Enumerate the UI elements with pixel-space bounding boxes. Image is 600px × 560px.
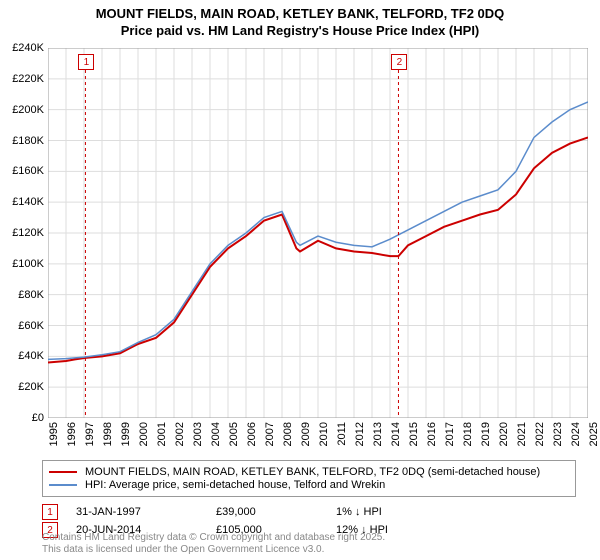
y-tick-label: £40K bbox=[18, 350, 44, 362]
y-tick-label: £80K bbox=[18, 289, 44, 301]
legend-swatch bbox=[49, 484, 77, 486]
y-tick-label: £100K bbox=[12, 258, 44, 270]
y-tick-label: £140K bbox=[12, 196, 44, 208]
marker-pct: 1% ↓ HPI bbox=[336, 506, 456, 518]
x-tick-label: 2004 bbox=[210, 422, 222, 446]
plot-area: 12 bbox=[48, 48, 588, 418]
marker-row: 1 31-JAN-1997£39,0001% ↓ HPI bbox=[42, 504, 562, 520]
legend-label: MOUNT FIELDS, MAIN ROAD, KETLEY BANK, TE… bbox=[85, 466, 540, 478]
y-tick-label: £200K bbox=[12, 104, 44, 116]
x-tick-label: 1999 bbox=[120, 422, 132, 446]
chart-title: MOUNT FIELDS, MAIN ROAD, KETLEY BANK, TE… bbox=[0, 0, 600, 40]
x-tick-label: 1998 bbox=[102, 422, 114, 446]
y-tick-label: £240K bbox=[12, 42, 44, 54]
y-tick-label: £220K bbox=[12, 73, 44, 85]
x-tick-label: 2024 bbox=[570, 422, 582, 446]
y-tick-label: £120K bbox=[12, 227, 44, 239]
x-tick-label: 2019 bbox=[480, 422, 492, 446]
footer-line-2: This data is licensed under the Open Gov… bbox=[42, 544, 385, 556]
x-axis: 1995 1996 1997 1998 1999 2000 2001 2002 2003 2004… bbox=[48, 420, 588, 460]
x-tick-label: 2023 bbox=[552, 422, 564, 446]
x-tick-label: 2014 bbox=[390, 422, 402, 446]
title-line-1: MOUNT FIELDS, MAIN ROAD, KETLEY BANK, TE… bbox=[0, 6, 600, 23]
x-tick-label: 2007 bbox=[264, 422, 276, 446]
chart-marker-2: 2 bbox=[391, 54, 407, 70]
legend-item: MOUNT FIELDS, MAIN ROAD, KETLEY BANK, TE… bbox=[49, 466, 569, 478]
footer: Contains HM Land Registry data © Crown c… bbox=[42, 532, 385, 556]
legend-item: HPI: Average price, semi-detached house,… bbox=[49, 479, 569, 491]
x-tick-label: 2011 bbox=[336, 422, 348, 446]
legend-label: HPI: Average price, semi-detached house,… bbox=[85, 479, 385, 491]
x-tick-label: 2006 bbox=[246, 422, 258, 446]
x-tick-label: 2010 bbox=[318, 422, 330, 446]
chart-container: MOUNT FIELDS, MAIN ROAD, KETLEY BANK, TE… bbox=[0, 0, 600, 560]
x-tick-label: 2016 bbox=[426, 422, 438, 446]
x-tick-label: 2022 bbox=[534, 422, 546, 446]
x-tick-label: 2001 bbox=[156, 422, 168, 446]
marker-date: 31-JAN-1997 bbox=[76, 506, 216, 518]
y-tick-label: £160K bbox=[12, 165, 44, 177]
x-tick-label: 2013 bbox=[372, 422, 384, 446]
x-tick-label: 2000 bbox=[138, 422, 150, 446]
chart-marker-1: 1 bbox=[78, 54, 94, 70]
x-tick-label: 2025 bbox=[588, 422, 600, 446]
marker-box: 1 bbox=[42, 504, 58, 520]
y-tick-label: £20K bbox=[18, 381, 44, 393]
x-tick-label: 1996 bbox=[66, 422, 78, 446]
x-tick-label: 2012 bbox=[354, 422, 366, 446]
x-tick-label: 2015 bbox=[408, 422, 420, 446]
x-tick-label: 2009 bbox=[300, 422, 312, 446]
marker-price: £39,000 bbox=[216, 506, 336, 518]
x-tick-label: 2005 bbox=[228, 422, 240, 446]
x-tick-label: 1995 bbox=[48, 422, 60, 446]
y-tick-label: £180K bbox=[12, 135, 44, 147]
y-tick-label: £60K bbox=[18, 320, 44, 332]
legend-swatch bbox=[49, 471, 77, 473]
legend: MOUNT FIELDS, MAIN ROAD, KETLEY BANK, TE… bbox=[42, 460, 576, 497]
x-tick-label: 2017 bbox=[444, 422, 456, 446]
x-tick-label: 2002 bbox=[174, 422, 186, 446]
x-tick-label: 2021 bbox=[516, 422, 528, 446]
y-tick-label: £0 bbox=[32, 412, 44, 424]
x-tick-label: 2008 bbox=[282, 422, 294, 446]
x-tick-label: 1997 bbox=[84, 422, 96, 446]
x-tick-label: 2003 bbox=[192, 422, 204, 446]
footer-line-1: Contains HM Land Registry data © Crown c… bbox=[42, 532, 385, 544]
title-line-2: Price paid vs. HM Land Registry's House … bbox=[0, 23, 600, 40]
y-axis: £0£20K£40K£60K£80K£100K£120K£140K£160K£1… bbox=[0, 48, 46, 418]
x-tick-label: 2018 bbox=[462, 422, 474, 446]
chart-svg bbox=[48, 48, 588, 418]
x-tick-label: 2020 bbox=[498, 422, 510, 446]
